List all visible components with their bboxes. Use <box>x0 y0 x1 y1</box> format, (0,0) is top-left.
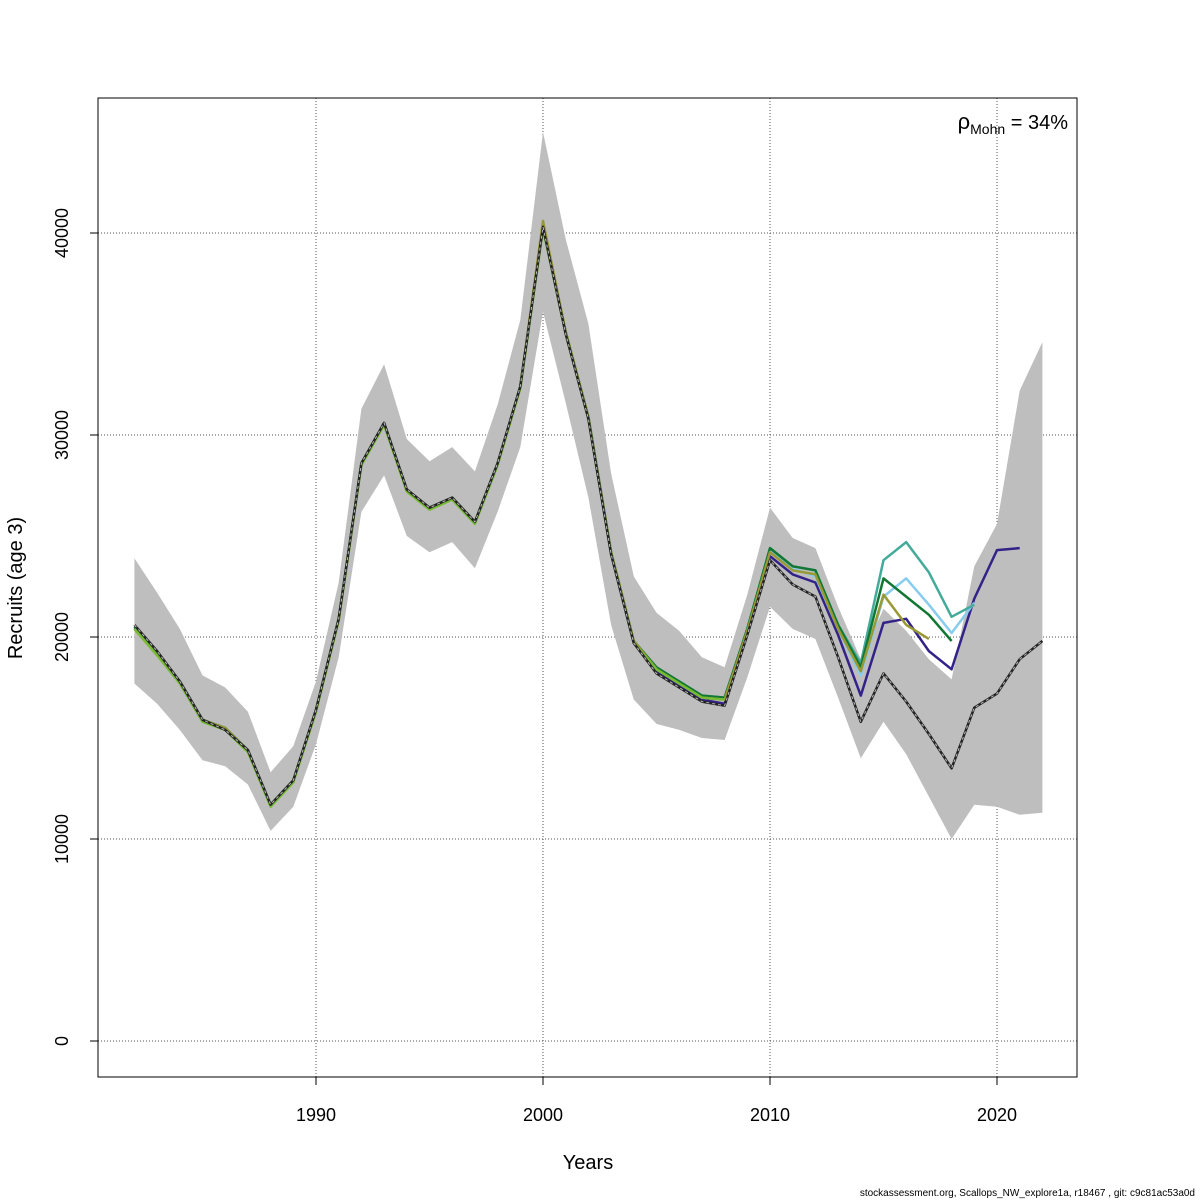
mohn-rho-annotation: ρMohn = 34% <box>958 109 1069 137</box>
x-tick-label: 2020 <box>977 1105 1017 1125</box>
x-tick-label: 2000 <box>523 1105 563 1125</box>
confidence-band <box>134 132 1043 839</box>
x-axis-title: Years <box>563 1152 613 1174</box>
y-tick-label: 20000 <box>52 612 72 662</box>
grid-lines <box>98 98 1077 1077</box>
y-tick-label: 0 <box>52 1036 72 1046</box>
mohn-rho-symbol: ρ <box>958 109 971 134</box>
y-tick-label: 40000 <box>52 208 72 258</box>
y-axis: 0 10000 20000 30000 40000 <box>52 208 98 1046</box>
mohn-value: = 34% <box>1005 112 1068 134</box>
series-line-0-dash <box>134 226 1043 806</box>
y-tick-label: 10000 <box>52 814 72 864</box>
series-lines <box>133 219 1044 808</box>
confidence-band-layer <box>134 132 1043 839</box>
x-axis: 1990 2000 2010 2020 <box>296 1077 1017 1125</box>
footer-credit: stockassessment.org, Scallops_NW_explore… <box>860 1188 1195 1199</box>
x-tick-label: 1990 <box>296 1105 336 1125</box>
plot-frame <box>97 97 1078 1078</box>
y-axis-title: Recruits (age 3) <box>5 517 27 659</box>
x-tick-label: 2010 <box>750 1105 790 1125</box>
mohn-subscript: Mohn <box>970 121 1005 137</box>
y-tick-label: 30000 <box>52 410 72 460</box>
